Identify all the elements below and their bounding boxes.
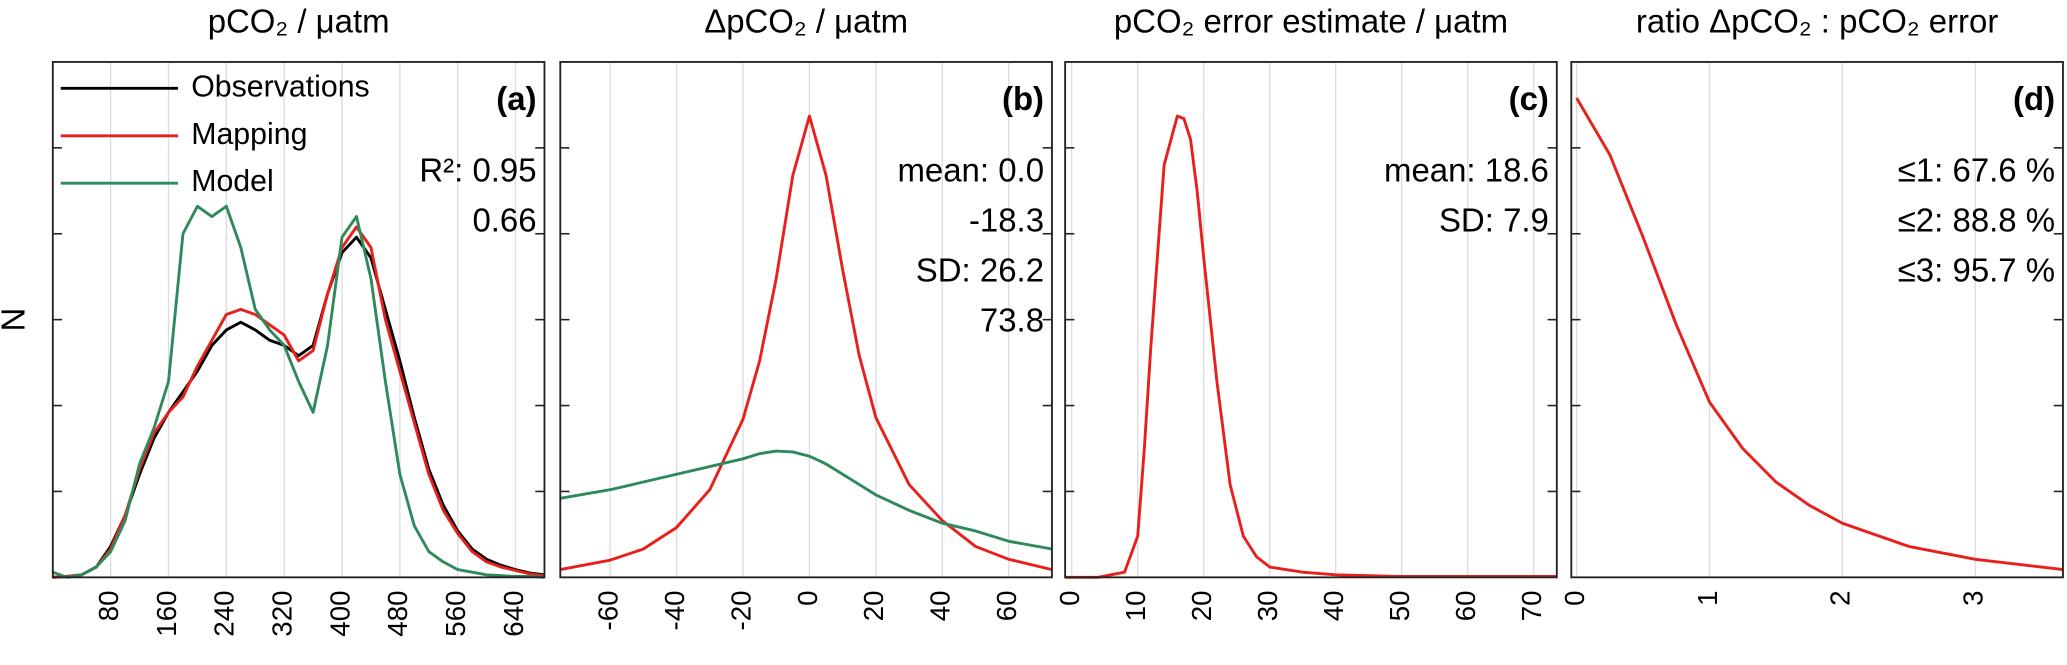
x-tick-label: 80 — [93, 591, 124, 622]
data-line — [560, 449, 1053, 551]
y-axis-label: N — [0, 308, 32, 332]
plot-frame — [1570, 61, 2064, 579]
stat-value: 67.6 % — [1953, 151, 2056, 188]
x-tick-label: 640 — [498, 591, 529, 637]
x-tick-label: 0 — [1559, 591, 1590, 606]
data-line — [1065, 114, 1557, 579]
x-tick-label: -20 — [725, 591, 756, 631]
x-tick-label: 400 — [324, 591, 355, 637]
x-tick-label: -60 — [592, 591, 623, 631]
stat-value: 7.9 — [1503, 201, 1549, 238]
x-tick-label: 50 — [1384, 591, 1415, 622]
legend-label: Model — [191, 165, 274, 198]
x-tick-label: 40 — [1318, 591, 1349, 622]
x-tick-label: 480 — [382, 591, 413, 637]
x-tick-label: 10 — [1120, 591, 1151, 622]
x-tick-label: 0 — [792, 591, 823, 606]
legend-label: Mapping — [191, 118, 307, 151]
x-tick-label: 30 — [1252, 591, 1283, 622]
plot-frame — [1064, 61, 1558, 579]
panel-title: ΔpCO₂ / μatm — [704, 2, 908, 39]
panel-label: (b) — [1002, 80, 1044, 117]
x-tick-label: 3 — [1958, 591, 1989, 606]
legend-label: Observations — [191, 70, 369, 103]
x-tick-label: 320 — [266, 591, 297, 637]
x-tick-label: 560 — [440, 591, 471, 637]
x-tick-label: 1 — [1692, 591, 1723, 606]
stat-value: -18.3 — [969, 201, 1044, 238]
panel-label: (a) — [496, 80, 536, 117]
stat-label: mean: — [1384, 151, 1476, 188]
stat-value: 73.8 — [980, 302, 1044, 339]
x-tick-label: 60 — [991, 591, 1022, 622]
stat-value: 95.7 % — [1953, 252, 2056, 289]
stat-value: 18.6 — [1485, 151, 1549, 188]
stat-label: SD: — [916, 252, 971, 289]
panel-title: pCO₂ / μatm — [208, 2, 390, 39]
stat-value: 88.8 % — [1953, 201, 2056, 238]
x-tick-label: -40 — [659, 591, 690, 631]
stat-label: SD: — [1439, 201, 1494, 238]
x-tick-label: 0 — [1054, 591, 1085, 606]
stat-label: ≤2: — [1898, 201, 1944, 238]
stat-value: 0.95 — [472, 151, 536, 188]
data-line — [52, 225, 545, 579]
stat-value: 26.2 — [980, 252, 1044, 289]
x-tick-label: 160 — [151, 591, 182, 637]
data-line — [52, 235, 545, 579]
x-tick-label: 240 — [209, 591, 240, 637]
plot-frame — [51, 61, 546, 579]
x-tick-label: 40 — [925, 591, 956, 622]
x-tick-label: 70 — [1516, 591, 1547, 622]
stat-value: 0.66 — [472, 201, 536, 238]
stat-label: ≤3: — [1898, 252, 1944, 289]
x-tick-label: 20 — [1186, 591, 1217, 622]
stat-label: mean: — [897, 151, 989, 188]
panel-title: ratio ΔpCO₂ : pCO₂ error — [1636, 2, 1998, 39]
plot-frame — [559, 61, 1053, 579]
stat-label: R²: — [419, 151, 463, 188]
data-line — [52, 204, 545, 579]
panel-label: (c) — [1509, 80, 1549, 117]
stat-label: ≤1: — [1898, 151, 1944, 188]
x-tick-label: 20 — [858, 591, 889, 622]
panel-label: (d) — [2013, 80, 2055, 117]
x-tick-label: 2 — [1825, 591, 1856, 606]
data-line — [1575, 97, 2064, 572]
data-line — [560, 114, 1053, 572]
stat-value: 0.0 — [998, 151, 1044, 188]
x-tick-label: 60 — [1450, 591, 1481, 622]
panel-title: pCO₂ error estimate / μatm — [1114, 2, 1508, 39]
